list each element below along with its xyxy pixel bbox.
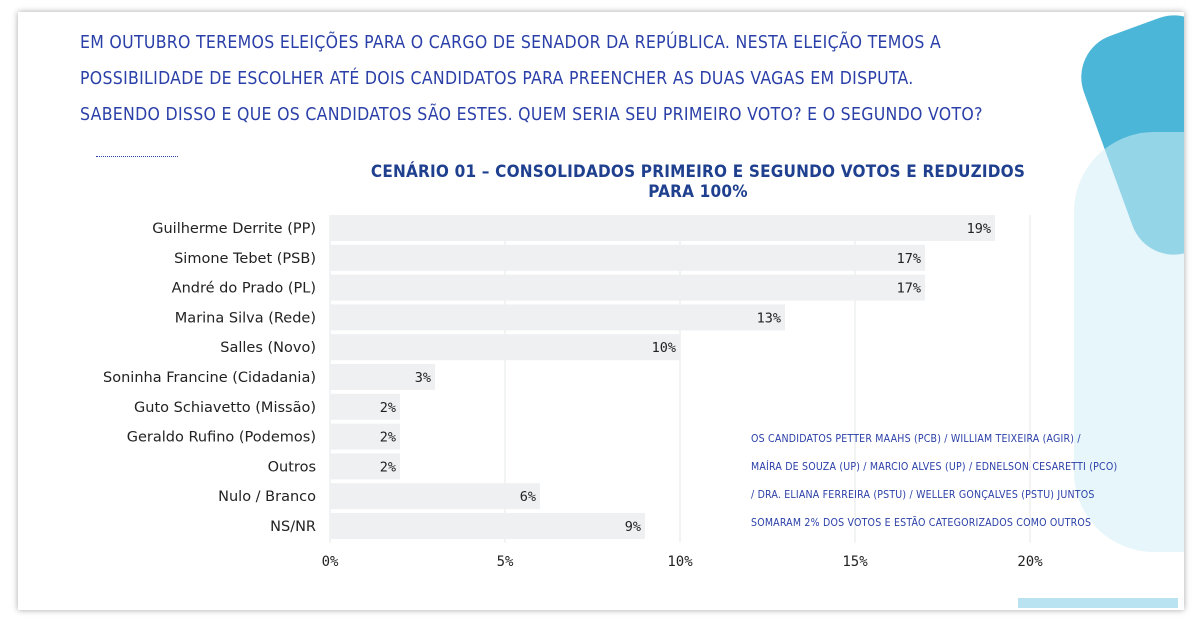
category-label: André do Prado (PL) (172, 281, 316, 297)
bar (330, 334, 680, 361)
note-line-1: OS CANDIDATOS PETTER MAAHS (PCB) / WILLI… (751, 433, 1081, 445)
x-tick-label: 15% (842, 554, 868, 570)
dotted-divider (96, 156, 178, 157)
category-label: Salles (Novo) (220, 340, 316, 356)
value-label: 9% (625, 519, 641, 535)
value-label: 19% (967, 221, 991, 237)
value-label: 3% (415, 370, 431, 386)
bar (330, 304, 785, 331)
bar (330, 364, 435, 390)
x-tick-label: 5% (497, 554, 514, 570)
category-label: Guilherme Derrite (PP) (152, 221, 316, 237)
category-label: Marina Silva (Rede) (175, 310, 316, 326)
question-line-1: EM OUTUBRO TEREMOS ELEIÇÕES PARA O CARGO… (80, 33, 942, 53)
question-line-2: POSSIBILIDADE DE ESCOLHER ATÉ DOIS CANDI… (80, 69, 914, 89)
bar (330, 513, 645, 539)
bar (330, 423, 400, 450)
value-label: 13% (757, 310, 781, 326)
others-footnote: OS CANDIDATOS PETTER MAAHS (PCB) / WILLI… (751, 425, 1131, 537)
question-line-3: SABENDO DISSO E QUE OS CANDIDATOS SÃO ES… (80, 105, 983, 125)
x-tick-label: 10% (667, 554, 693, 570)
value-label: 2% (380, 459, 396, 475)
decorative-bottom-bar (1018, 598, 1178, 608)
category-label: NS/NR (270, 519, 316, 535)
bar (330, 483, 540, 510)
survey-question: EM OUTUBRO TEREMOS ELEIÇÕES PARA O CARGO… (80, 25, 1000, 133)
category-label: Nulo / Branco (218, 489, 316, 505)
value-label: 17% (897, 251, 921, 267)
category-label: Geraldo Rufino (Podemos) (127, 430, 316, 446)
value-label: 2% (380, 400, 396, 416)
x-tick-label: 20% (1017, 554, 1043, 570)
bar (330, 274, 925, 301)
note-line-3: / DRA. ELIANA FERREIRA (PSTU) / WELLER G… (751, 489, 1095, 501)
note-line-4: SOMARAM 2% DOS VOTOS E ESTÃO CATEGORIZAD… (751, 517, 1092, 529)
value-label: 6% (520, 489, 536, 505)
bar (330, 453, 400, 480)
value-label: 10% (652, 340, 676, 356)
category-label: Simone Tebet (PSB) (174, 251, 316, 267)
bar (330, 393, 400, 420)
note-line-2: MAÍRA DE SOUZA (UP) / MARCIO ALVES (UP) … (751, 461, 1118, 473)
bar (330, 244, 925, 271)
value-label: 2% (380, 430, 396, 446)
bar (330, 215, 995, 241)
category-label: Guto Schiavetto (Missão) (134, 400, 316, 416)
chart-title: CENÁRIO 01 – CONSOLIDADOS PRIMEIRO E SEG… (370, 162, 1026, 202)
decorative-light-shape (1074, 132, 1184, 552)
bar-chart: Guilherme Derrite (PP) 19% Simone Tebet (P… (103, 215, 1043, 570)
x-tick-label: 0% (322, 554, 339, 570)
category-label: Outros (268, 459, 316, 475)
category-label: Soninha Francine (Cidadania) (103, 370, 316, 386)
value-label: 17% (897, 281, 921, 297)
slide-card: EM OUTUBRO TEREMOS ELEIÇÕES PARA O CARGO… (18, 12, 1184, 610)
